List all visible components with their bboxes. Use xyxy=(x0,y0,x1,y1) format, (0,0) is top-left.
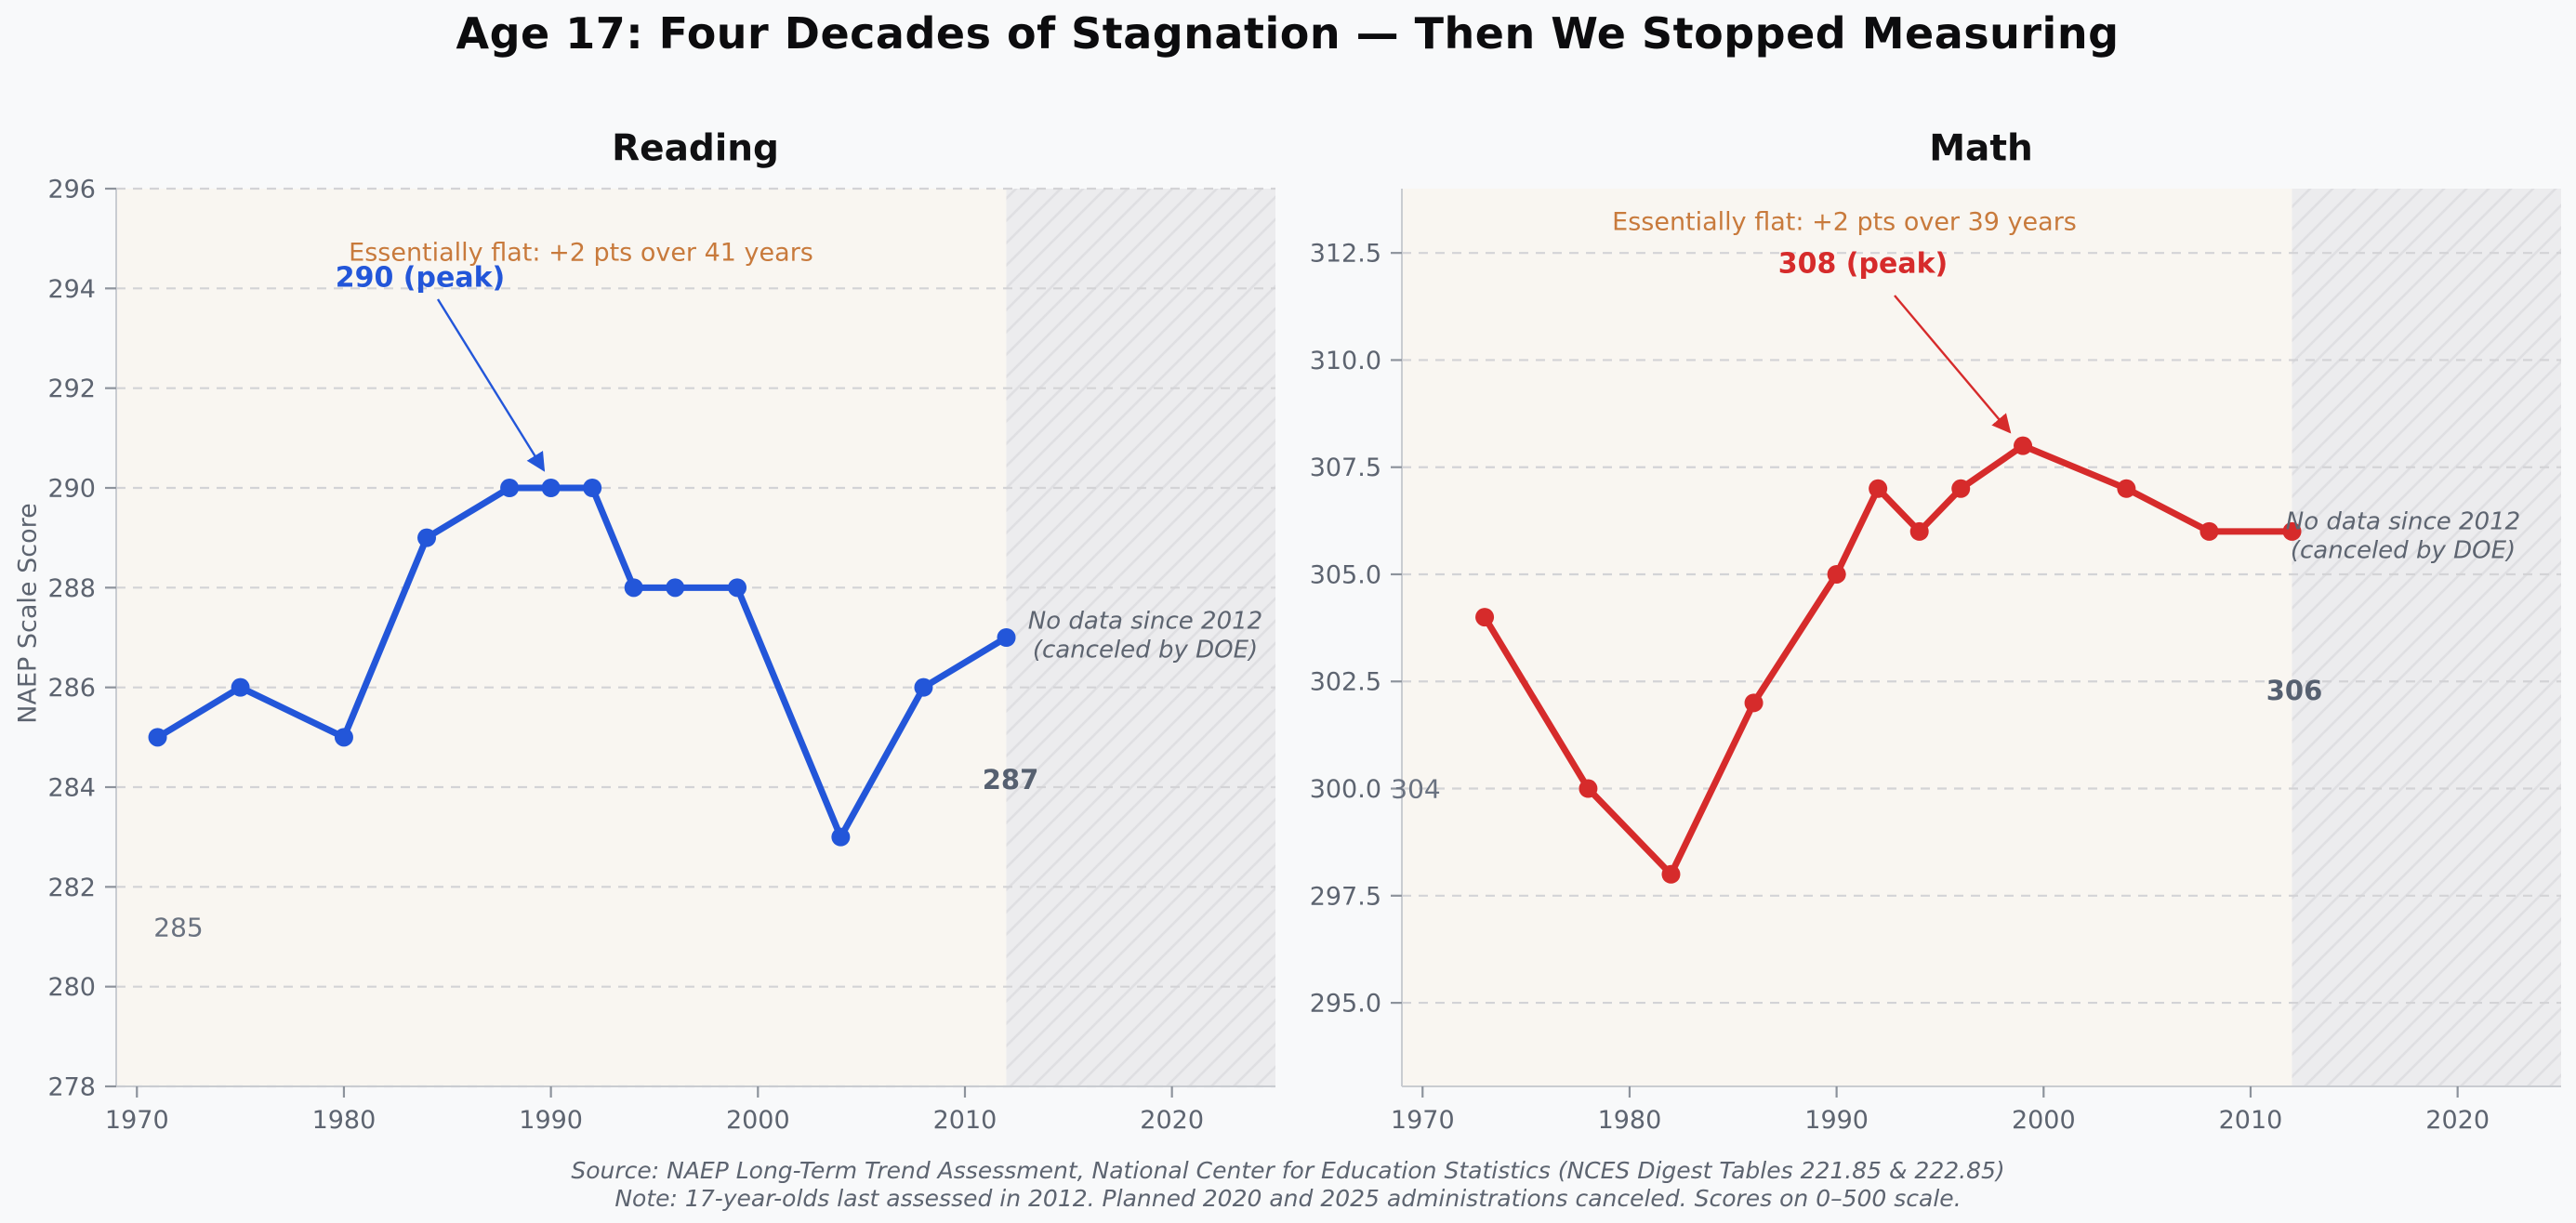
math-data-point xyxy=(1744,693,1764,713)
math-data-point xyxy=(1661,864,1681,884)
y-tick-label: 310.0 xyxy=(1310,347,1381,375)
math-data-point xyxy=(1475,608,1495,627)
reading-data-point xyxy=(148,728,167,747)
math-data-point xyxy=(1869,479,1888,498)
math-data-point xyxy=(1827,564,1846,584)
math-flat-note-annotation: Essentially flat: +2 pts over 39 years xyxy=(1612,207,2077,237)
y-tick-label: 296 xyxy=(47,175,96,204)
y-tick-label: 282 xyxy=(47,874,96,902)
math-data-point xyxy=(2282,521,2302,541)
y-tick-label: 288 xyxy=(47,574,96,603)
reading-peak-annotation: 290 (peak) xyxy=(335,261,506,295)
math-last-value-label: 306 xyxy=(2266,675,2323,706)
reading-data-point xyxy=(624,578,643,598)
reading-data-point xyxy=(541,479,561,497)
subplot-title-math: Math xyxy=(1929,127,2033,170)
math-data-point xyxy=(1951,479,1971,498)
peak-arrow xyxy=(436,298,546,472)
y-tick-label: 307.5 xyxy=(1310,454,1381,482)
y-axis-label: NAEP Scale Score xyxy=(13,503,43,724)
x-tick-label: 2010 xyxy=(933,1106,997,1135)
y-tick-label: 300.0 xyxy=(1310,775,1381,804)
x-tick-label: 2010 xyxy=(2219,1106,2283,1135)
y-tick-label: 286 xyxy=(47,674,96,703)
footer-note: Note: 17-year-olds last assessed in 2012… xyxy=(614,1185,1962,1212)
x-tick-label: 1980 xyxy=(1598,1106,1662,1135)
reading-data-point xyxy=(914,677,933,697)
y-tick-label: 294 xyxy=(47,275,96,304)
reading-data-point xyxy=(728,578,747,598)
x-tick-label: 1970 xyxy=(105,1106,169,1135)
x-tick-label: 2000 xyxy=(726,1106,790,1135)
reading-data-point xyxy=(500,479,520,497)
x-tick-label: 1970 xyxy=(1391,1106,1455,1135)
reading-data-point xyxy=(583,479,602,497)
reading-chart: 1970 1980 1990 2000 2010 2020 278 280 282 284 286 2… xyxy=(47,175,1275,1135)
math-data-point xyxy=(1909,521,1929,541)
footer-source: Source: NAEP Long-Term Trend Assessment,… xyxy=(571,1157,2005,1184)
subplot-title-reading: Reading xyxy=(612,127,779,170)
y-tick-label: 290 xyxy=(47,474,96,503)
x-tick-label: 1980 xyxy=(312,1106,376,1135)
y-tick-label: 295.0 xyxy=(1310,990,1381,1019)
math-first-value-label: 304 xyxy=(1391,773,1441,805)
y-tick-label: 280 xyxy=(47,973,96,1002)
no-data-hatch-lines xyxy=(2292,189,2561,1086)
y-tick-label: 278 xyxy=(47,1072,96,1101)
reading-data-point xyxy=(231,677,250,697)
math-data-point xyxy=(1579,779,1598,798)
x-tick-label: 1990 xyxy=(519,1106,583,1135)
math-data-point xyxy=(2117,479,2136,498)
x-tick-label: 2000 xyxy=(2012,1106,2076,1135)
reading-data-point xyxy=(417,528,437,547)
peak-arrow xyxy=(1894,295,2012,434)
math-no-data-line1: No data since 2012 xyxy=(2285,507,2521,536)
reading-flat-note-annotation: Essentially flat: +2 pts over 41 years xyxy=(349,238,813,268)
math-data-point xyxy=(2200,521,2219,541)
x-tick-label: 1990 xyxy=(1804,1106,1869,1135)
x-tick-label: 2020 xyxy=(2425,1106,2490,1135)
math-data-point xyxy=(2014,436,2033,455)
math-no-data-annotation: No data since 2012 (canceled by DOE) xyxy=(2286,507,2520,564)
reading-first-value-label: 285 xyxy=(153,912,204,943)
main-title: Age 17: Four Decades of Stagnation — The… xyxy=(456,8,2120,59)
y-tick-label: 305.0 xyxy=(1310,560,1381,589)
math-chart: 1970 1980 1990 2000 2010 2020 295.0 297.5 300.0 3… xyxy=(1310,189,2561,1135)
math-peak-annotation: 308 (peak) xyxy=(1777,247,1949,281)
reading-data-point xyxy=(997,628,1016,647)
x-tick-label: 2020 xyxy=(1140,1106,1204,1135)
y-tick-label: 292 xyxy=(47,375,96,403)
y-tick-label: 284 xyxy=(47,773,96,802)
reading-no-data-line2: (canceled by DOE) xyxy=(1032,636,1259,664)
no-data-hatch-lines xyxy=(1006,189,1275,1086)
reading-data-point xyxy=(666,578,685,598)
math-no-data-line2: (canceled by DOE) xyxy=(2290,536,2517,564)
y-tick-label: 297.5 xyxy=(1310,882,1381,911)
reading-no-data-annotation: No data since 2012 (canceled by DOE) xyxy=(1028,607,1262,664)
y-tick-label: 302.5 xyxy=(1310,668,1381,697)
y-tick-label: 312.5 xyxy=(1310,240,1381,269)
reading-data-point xyxy=(831,827,851,847)
reading-data-point xyxy=(334,728,353,747)
reading-no-data-line1: No data since 2012 xyxy=(1027,607,1263,636)
reading-last-value-label: 287 xyxy=(982,764,1039,796)
math-line xyxy=(1481,442,2296,878)
